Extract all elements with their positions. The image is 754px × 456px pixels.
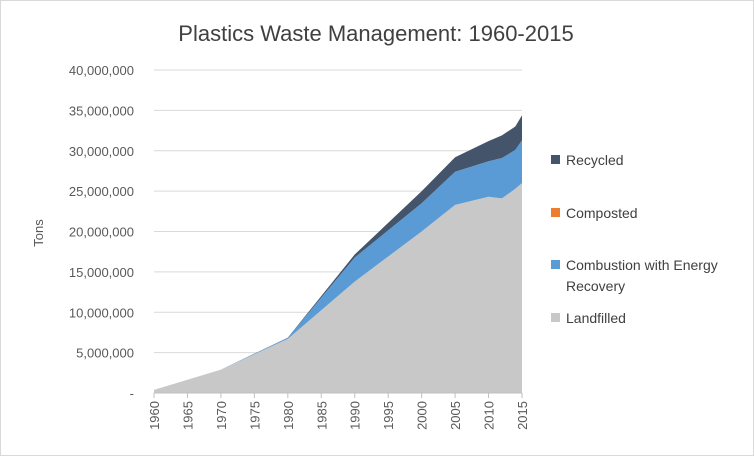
legend-label: Landfilled <box>566 310 626 326</box>
legend-swatch <box>551 313 560 322</box>
x-tick-label: 1965 <box>180 401 195 430</box>
area-recycled <box>154 115 522 390</box>
y-axis: - 5,000,000 10,000,000 15,000,000 20,000,000… <box>69 63 134 401</box>
legend-swatch <box>551 208 560 217</box>
y-tick-label: 5,000,000 <box>76 346 134 361</box>
y-tick-label: 15,000,000 <box>69 265 134 280</box>
y-tick-label: 40,000,000 <box>69 63 134 78</box>
y-tick-label: 25,000,000 <box>69 184 134 199</box>
chart-title: Plastics Waste Management: 1960-2015 <box>178 21 573 46</box>
y-tick-label: 30,000,000 <box>69 144 134 159</box>
stacked-areas <box>154 115 522 393</box>
legend-item: Recycled <box>551 152 624 168</box>
y-tick-label: 35,000,000 <box>69 103 134 118</box>
gridlines <box>154 69 522 354</box>
x-tick-label: 1995 <box>381 401 396 430</box>
x-tick-label: 2010 <box>482 401 497 430</box>
y-tick-label: - <box>130 386 134 401</box>
legend-swatch <box>551 260 560 269</box>
legend-item: Composted <box>551 205 638 221</box>
x-tick-label: 2005 <box>448 401 463 430</box>
y-tick-label: 20,000,000 <box>69 225 134 240</box>
area-landfilled <box>154 183 522 393</box>
legend: Recycled Composted Combustion with Energy R… <box>551 152 718 326</box>
legend-label: Combustion with Energy Recovery <box>566 257 718 294</box>
legend-item: Combustion with Energy Recovery <box>551 257 718 294</box>
x-tick-label: 1980 <box>281 401 296 430</box>
area-combustion-with-energy-recovery <box>154 140 522 390</box>
legend-label-line: Recovery <box>566 278 625 294</box>
legend-item: Landfilled <box>551 310 626 326</box>
x-tick-label: 1970 <box>214 401 229 430</box>
x-tick-label: 1990 <box>348 401 363 430</box>
legend-label-line: Combustion with Energy <box>566 257 718 273</box>
x-tick-label: 1975 <box>247 401 262 430</box>
legend-swatch <box>551 155 560 164</box>
x-tick-label: 1985 <box>314 401 329 430</box>
x-tick-label: 2000 <box>415 401 430 430</box>
x-tick-label: 1960 <box>147 401 162 430</box>
x-tick-label: 2015 <box>515 401 530 430</box>
legend-label: Recycled <box>566 152 624 168</box>
legend-label: Composted <box>566 205 638 221</box>
y-tick-label: 10,000,000 <box>69 305 134 320</box>
x-axis: 1960 1965 1970 1975 1980 1985 1990 1995 2000 2005… <box>147 392 530 430</box>
y-axis-label: Tons <box>31 219 46 247</box>
